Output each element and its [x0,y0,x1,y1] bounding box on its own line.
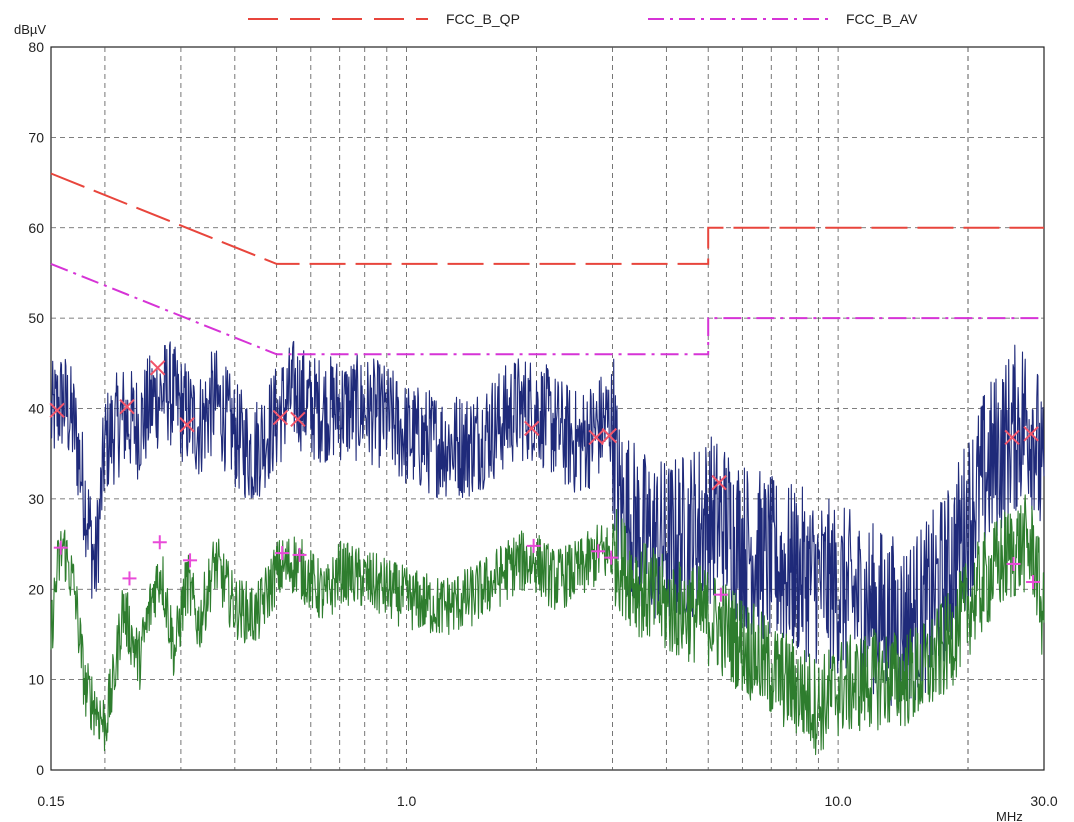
av-marker [604,550,619,565]
av-marker [1026,575,1041,590]
x-tick-label: 30.0 [1030,793,1057,809]
x-unit-label: MHz [996,809,1023,822]
y-tick-label: 30 [28,491,44,507]
y-tick-labels: 0 10 20 30 40 50 60 70 80 [28,39,44,778]
av-marker [713,587,728,602]
av-marker [292,547,307,562]
qp-marker [49,402,65,419]
av-limit-line [50,262,1044,356]
av-marker [122,571,137,586]
legend-av-label: FCC_B_AV [846,11,918,27]
limit-lines [50,172,1044,356]
y-tick-label: 80 [28,39,44,55]
qp-limit-line [50,172,1044,265]
qp-marker [588,429,604,446]
y-unit-label: dBµV [14,22,46,37]
av-marker [526,538,541,553]
y-tick-label: 70 [28,129,44,145]
x-tick-label: 10.0 [824,793,851,809]
qp-marker [149,360,166,376]
av-marker [183,553,198,568]
legend-qp-label: FCC_B_QP [446,11,520,27]
x-tick-labels: 0.15 1.0 10.0 30.0 [37,793,1057,809]
legend: FCC_B_QP FCC_B_AV [248,11,918,27]
y-tick-label: 40 [28,401,44,417]
qp-marker [290,411,306,428]
qp-marker [524,420,540,437]
traces [50,340,1045,756]
av-marker [152,535,167,550]
y-tick-label: 10 [28,672,44,688]
qp-marker [179,417,195,433]
avg-trace [50,494,1045,756]
y-tick-label: 0 [36,762,44,778]
y-tick-label: 50 [28,310,44,326]
qp-marker [272,409,289,426]
av-marker [591,544,606,559]
x-tick-label: 1.0 [397,793,417,809]
y-tick-label: 20 [28,581,44,597]
markers [49,360,1041,602]
qp-marker [1004,429,1020,446]
qp-marker [119,398,135,415]
x-tick-label: 0.15 [37,793,64,809]
av-marker [275,546,290,561]
av-marker [1006,556,1021,571]
qp-marker [601,427,618,444]
av-marker [53,540,68,555]
qp-marker [711,474,727,491]
qp-marker [1023,426,1039,442]
y-tick-label: 60 [28,220,44,236]
